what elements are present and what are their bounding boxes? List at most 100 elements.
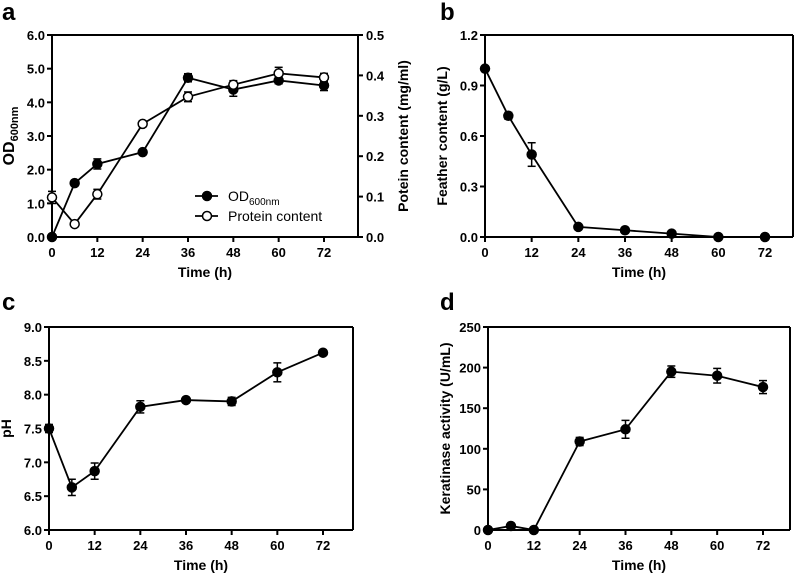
- x-tick-label: 60: [711, 245, 725, 260]
- data-point: [503, 110, 514, 122]
- series-ph: [43, 347, 329, 497]
- series-protein-content: [46, 66, 330, 230]
- panel-label: b: [440, 0, 455, 26]
- y-tick-label: 0.9: [460, 79, 478, 94]
- y-axis-label: Feather content (g/L): [434, 66, 450, 205]
- data-point: [180, 394, 192, 406]
- legend-label-main: OD: [228, 188, 249, 204]
- y2-tick-label: 0.5: [366, 28, 384, 43]
- x-tick-label: 24: [135, 245, 150, 260]
- data-point: [228, 79, 239, 90]
- panel-a: a 0 12 24 36 48 60 72 0.0 1.0 2.0 3.0 4.0 5.0 6.0 0.0 0.…: [1, 0, 411, 280]
- x-axis-label: Time (h): [612, 557, 666, 573]
- series-feather-content: [479, 63, 771, 243]
- data-point: [573, 221, 584, 233]
- y-tick-label: 9.0: [24, 320, 42, 335]
- legend-label-main: Protein content: [228, 208, 322, 224]
- x-tick-label: 0: [484, 538, 491, 553]
- data-point: [318, 72, 330, 83]
- data-point: [46, 192, 58, 203]
- y-axis-label-main: Keratinase activity (U/mL): [437, 343, 453, 515]
- data-point: [89, 465, 100, 477]
- series-keratinase-activity: [482, 365, 769, 536]
- series-od600nm: [46, 72, 330, 243]
- data-point: [69, 218, 80, 230]
- x-tick-label: 12: [87, 538, 101, 553]
- y-tick-label: 6.0: [24, 523, 42, 538]
- data-point: [182, 91, 194, 103]
- y-tick-label: 1.0: [27, 196, 45, 211]
- data-point: [574, 436, 585, 447]
- panel-label: c: [2, 289, 15, 316]
- y-tick-label: 6.5: [24, 489, 42, 504]
- y-tick-label: 50: [467, 482, 481, 497]
- data-point: [317, 347, 329, 358]
- y-tick-label: 0.0: [27, 230, 45, 245]
- y-tick-label: 5.0: [27, 62, 45, 77]
- y-axis-label: pH: [0, 419, 14, 438]
- y-tick-label: 100: [459, 442, 481, 457]
- x-axis-label: Time (h): [178, 264, 232, 280]
- data-point: [69, 177, 80, 189]
- y-axis-label-main: OD: [1, 141, 18, 165]
- panel-d: d 0 12 24 36 48 60 72 0 50 100 150 200 250 Time (h) Ker…: [437, 289, 791, 573]
- data-point: [619, 225, 631, 236]
- x-tick-label: 60: [270, 538, 284, 553]
- y-tick-label: 2.0: [27, 163, 45, 178]
- data-point: [92, 188, 103, 200]
- panel-label: a: [2, 0, 16, 26]
- data-point: [226, 396, 237, 407]
- y-tick-label: 0.0: [460, 230, 478, 245]
- y-axis-label-sub: 600nm: [9, 106, 21, 141]
- series-line: [487, 370, 764, 532]
- x-tick-label: 72: [316, 538, 330, 553]
- x-tick-label: 24: [133, 538, 148, 553]
- y-tick-label: 7.0: [24, 455, 42, 470]
- data-point: [137, 146, 148, 158]
- y-tick-label: 0: [474, 523, 481, 538]
- data-point: [66, 482, 78, 493]
- x-tick-label: 72: [756, 538, 770, 553]
- y2-tick-label: 0.1: [366, 190, 384, 205]
- data-point: [713, 231, 724, 243]
- x-tick-label: 48: [664, 245, 678, 260]
- panel-label: d: [440, 289, 455, 316]
- legend-label-sub: 600nm: [249, 197, 280, 208]
- y-axis-label: Keratinase activity (U/mL): [437, 343, 453, 515]
- data-point: [137, 118, 148, 130]
- data-point: [482, 524, 494, 536]
- y-tick-label: 8.5: [24, 354, 42, 369]
- x-tick-label: 0: [481, 245, 488, 260]
- x-tick-label: 72: [317, 245, 331, 260]
- x-tick-label: 12: [90, 245, 104, 260]
- y-tick-label: 7.5: [24, 422, 42, 437]
- y-tick-label: 8.0: [24, 388, 42, 403]
- data-point: [272, 367, 283, 378]
- series-line: [484, 68, 765, 238]
- data-point: [479, 63, 491, 74]
- data-point: [273, 68, 284, 79]
- x-axis-label: Time (h): [174, 557, 228, 573]
- x-tick-label: 24: [571, 245, 586, 260]
- data-point: [666, 228, 677, 239]
- y2-tick-label: 0.4: [366, 68, 385, 83]
- legend-label: OD600nm: [228, 188, 280, 208]
- data-point: [757, 381, 769, 393]
- data-point: [620, 424, 631, 435]
- y-tick-label: 200: [459, 361, 481, 376]
- x-tick-label: 0: [48, 245, 55, 260]
- data-point: [43, 423, 55, 434]
- x-tick-label: 48: [664, 538, 678, 553]
- x-tick-label: 60: [271, 245, 285, 260]
- y-tick-label: 150: [459, 401, 481, 416]
- x-tick-label: 36: [618, 538, 632, 553]
- x-tick-label: 36: [181, 245, 195, 260]
- legend-label: Protein content: [228, 208, 322, 224]
- x-tick-label: 60: [710, 538, 724, 553]
- y-tick-label: 6.0: [27, 28, 45, 43]
- x-tick-label: 48: [224, 538, 238, 553]
- data-point: [528, 524, 540, 536]
- legend-marker: [201, 190, 213, 202]
